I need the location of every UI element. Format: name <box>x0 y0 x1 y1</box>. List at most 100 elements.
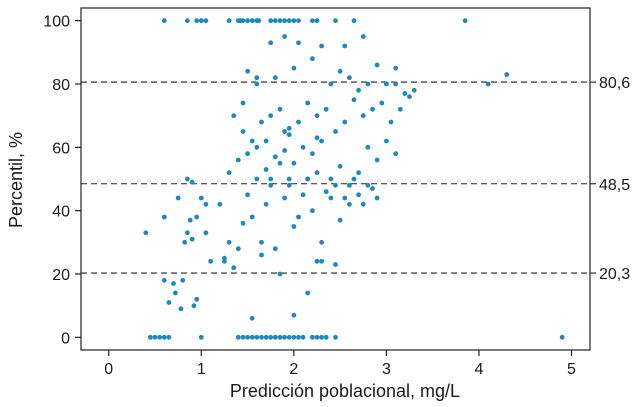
y-tick-label: 80 <box>52 77 70 94</box>
data-point <box>291 224 297 229</box>
data-point <box>291 160 297 166</box>
data-point <box>198 18 204 24</box>
data-point <box>291 65 297 71</box>
data-point <box>365 144 371 150</box>
data-point <box>268 176 274 182</box>
data-point <box>282 129 287 134</box>
data-point <box>333 334 338 340</box>
data-point <box>347 201 352 207</box>
data-point <box>342 43 348 49</box>
data-point <box>263 138 269 144</box>
x-tick-label: 3 <box>382 361 391 378</box>
data-point <box>185 230 190 236</box>
data-point <box>504 72 510 77</box>
data-point <box>411 87 417 93</box>
data-point <box>310 151 315 157</box>
data-point <box>347 75 352 81</box>
data-point <box>152 334 158 340</box>
data-point <box>148 334 153 340</box>
data-point <box>194 296 200 302</box>
data-point <box>259 334 264 340</box>
data-point <box>203 230 209 236</box>
data-point <box>384 138 389 144</box>
data-point <box>388 119 394 125</box>
data-point <box>161 334 167 340</box>
data-point <box>254 75 260 81</box>
data-point <box>263 334 269 340</box>
data-point <box>178 306 184 312</box>
data-point <box>286 176 292 182</box>
data-point <box>314 334 320 340</box>
data-point <box>240 100 246 106</box>
data-point <box>208 258 214 264</box>
data-point <box>277 18 283 24</box>
data-point <box>166 300 172 305</box>
data-point <box>393 81 399 87</box>
data-point <box>333 18 338 24</box>
data-point <box>319 334 324 340</box>
data-point <box>143 230 149 236</box>
data-point <box>161 277 167 283</box>
data-point <box>245 334 251 340</box>
data-point <box>342 195 348 201</box>
data-point <box>277 106 283 112</box>
axis-ticks: 0 1 2 3 4 5 0 20 40 60 80 100 <box>43 14 576 378</box>
data-point <box>282 148 287 153</box>
data-point <box>263 167 269 172</box>
data-point <box>282 334 287 340</box>
data-point <box>166 334 172 340</box>
data-point <box>259 119 264 125</box>
data-point <box>337 68 343 74</box>
data-point <box>286 182 292 188</box>
data-point <box>245 18 251 24</box>
data-point <box>286 125 292 131</box>
data-point <box>245 192 251 198</box>
data-point <box>310 334 315 340</box>
data-point <box>189 236 195 242</box>
data-point <box>249 315 255 321</box>
data-point <box>323 334 329 340</box>
data-point <box>175 195 181 201</box>
data-point <box>333 129 338 134</box>
data-point <box>182 239 188 245</box>
data-point <box>397 106 403 112</box>
data-point <box>272 75 278 81</box>
data-point <box>268 334 274 340</box>
data-point <box>351 97 357 103</box>
data-point <box>296 119 301 125</box>
data-point <box>259 252 264 258</box>
data-point <box>277 271 283 277</box>
plot-frame <box>80 7 591 351</box>
x-tick-label: 2 <box>289 361 298 378</box>
data-point <box>356 192 361 198</box>
data-point <box>323 106 329 112</box>
data-point <box>249 334 255 340</box>
data-point <box>402 91 408 96</box>
data-point <box>277 160 283 166</box>
y-tick-label: 0 <box>61 330 70 347</box>
y-tick-label: 40 <box>52 204 70 221</box>
data-point <box>272 246 278 252</box>
y-tick-label: 60 <box>52 140 70 157</box>
data-point <box>360 113 366 119</box>
data-point <box>319 258 324 264</box>
data-point <box>249 18 255 24</box>
data-point <box>360 34 366 39</box>
x-tick-label: 1 <box>197 361 206 378</box>
data-point <box>356 170 361 176</box>
data-point <box>333 262 338 267</box>
data-point <box>231 265 237 271</box>
data-point <box>328 176 334 182</box>
data-point <box>161 18 167 24</box>
data-point <box>240 18 246 24</box>
data-point <box>240 220 246 226</box>
data-point <box>231 113 237 119</box>
data-point <box>268 18 274 24</box>
data-point <box>314 135 320 141</box>
y-axis-title: Percentil, % <box>6 132 26 228</box>
data-point <box>254 144 260 150</box>
data-point <box>351 18 357 24</box>
x-tick-label: 5 <box>567 361 576 378</box>
data-point <box>337 163 343 169</box>
data-point <box>254 334 260 340</box>
